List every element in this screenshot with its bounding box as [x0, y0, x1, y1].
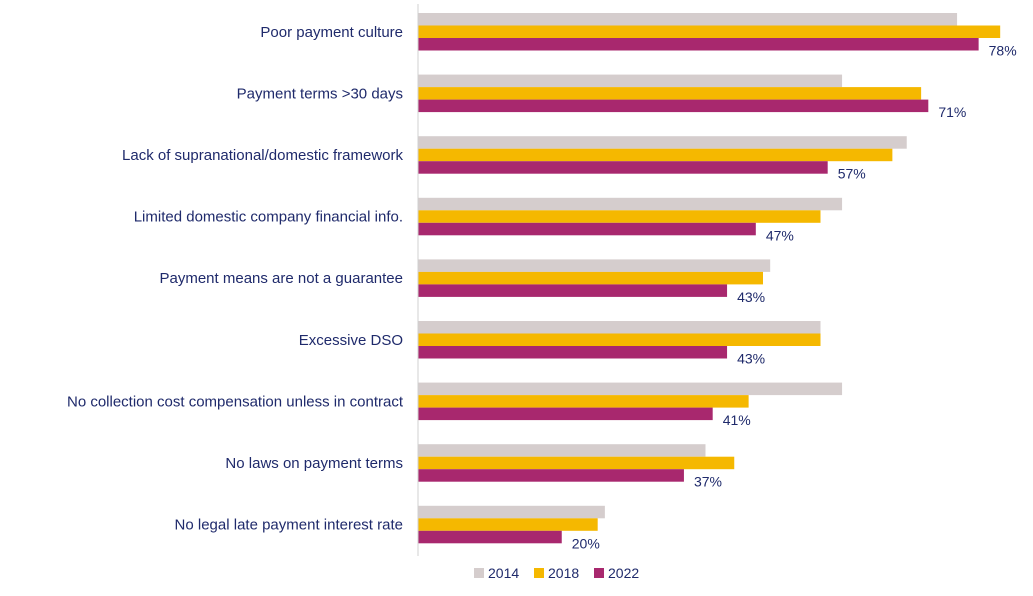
bars-layer	[418, 13, 1001, 544]
bar-2014-2	[418, 74, 843, 88]
bar-2014-7	[418, 382, 843, 396]
data-label: 57%	[838, 166, 866, 182]
bar-2022-8	[418, 469, 684, 482]
data-label: 47%	[766, 227, 794, 243]
bar-2014-5	[418, 259, 771, 272]
bar-2018-1	[418, 25, 1001, 38]
bar-2022-7	[418, 407, 713, 421]
bar-2018-7	[418, 395, 749, 408]
bar-2018-3	[418, 148, 893, 162]
bar-2014-3	[418, 136, 907, 149]
bar-2018-9	[418, 518, 598, 531]
category-label: No collection cost compensation unless i…	[67, 393, 404, 410]
bar-2022-6	[418, 346, 728, 359]
legend-label-2022: 2022	[608, 565, 639, 581]
category-label: No laws on payment terms	[225, 455, 403, 472]
bar-2018-8	[418, 456, 735, 470]
bar-2018-6	[418, 333, 821, 346]
data-label: 43%	[737, 289, 765, 305]
category-label: Limited domestic company financial info.	[134, 209, 403, 226]
category-label: Payment terms >30 days	[237, 85, 403, 102]
bar-2014-1	[418, 13, 958, 26]
bar-2014-8	[418, 444, 706, 457]
category-labels: Poor payment culture Payment terms >30 da…	[67, 24, 404, 534]
category-label: Lack of supranational/domestic framework	[122, 147, 403, 164]
data-labels: 78% 71% 57% 47% 43% 43% 41% 37% 20%	[572, 43, 1017, 552]
data-label: 37%	[694, 474, 722, 490]
category-label: Payment means are not a guarantee	[160, 270, 404, 287]
bar-2018-2	[418, 87, 922, 100]
legend-swatch-2022	[594, 568, 604, 578]
legend: 2014 2018 2022	[474, 565, 639, 581]
legend-swatch-2014	[474, 568, 484, 578]
bar-2014-4	[418, 197, 843, 211]
category-label: Excessive DSO	[299, 332, 403, 349]
data-label: 78%	[989, 43, 1017, 59]
bar-2022-4	[418, 222, 756, 236]
data-label: 41%	[723, 412, 751, 428]
bar-2022-3	[418, 161, 828, 174]
bar-2022-5	[418, 284, 728, 297]
data-label: 20%	[572, 535, 600, 551]
legend-label-2018: 2018	[548, 565, 579, 581]
category-label: No legal late payment interest rate	[175, 517, 403, 534]
bar-2022-1	[418, 38, 979, 51]
bar-2014-9	[418, 505, 605, 519]
bar-2018-4	[418, 210, 821, 223]
bar-2022-2	[418, 99, 929, 113]
legend-label-2014: 2014	[488, 565, 519, 581]
bar-2018-5	[418, 271, 763, 285]
data-label: 71%	[938, 104, 966, 120]
data-label: 43%	[737, 351, 765, 367]
bar-2022-9	[418, 530, 562, 544]
bar-2014-6	[418, 321, 821, 334]
category-label: Poor payment culture	[260, 24, 403, 41]
legend-swatch-2018	[534, 568, 544, 578]
